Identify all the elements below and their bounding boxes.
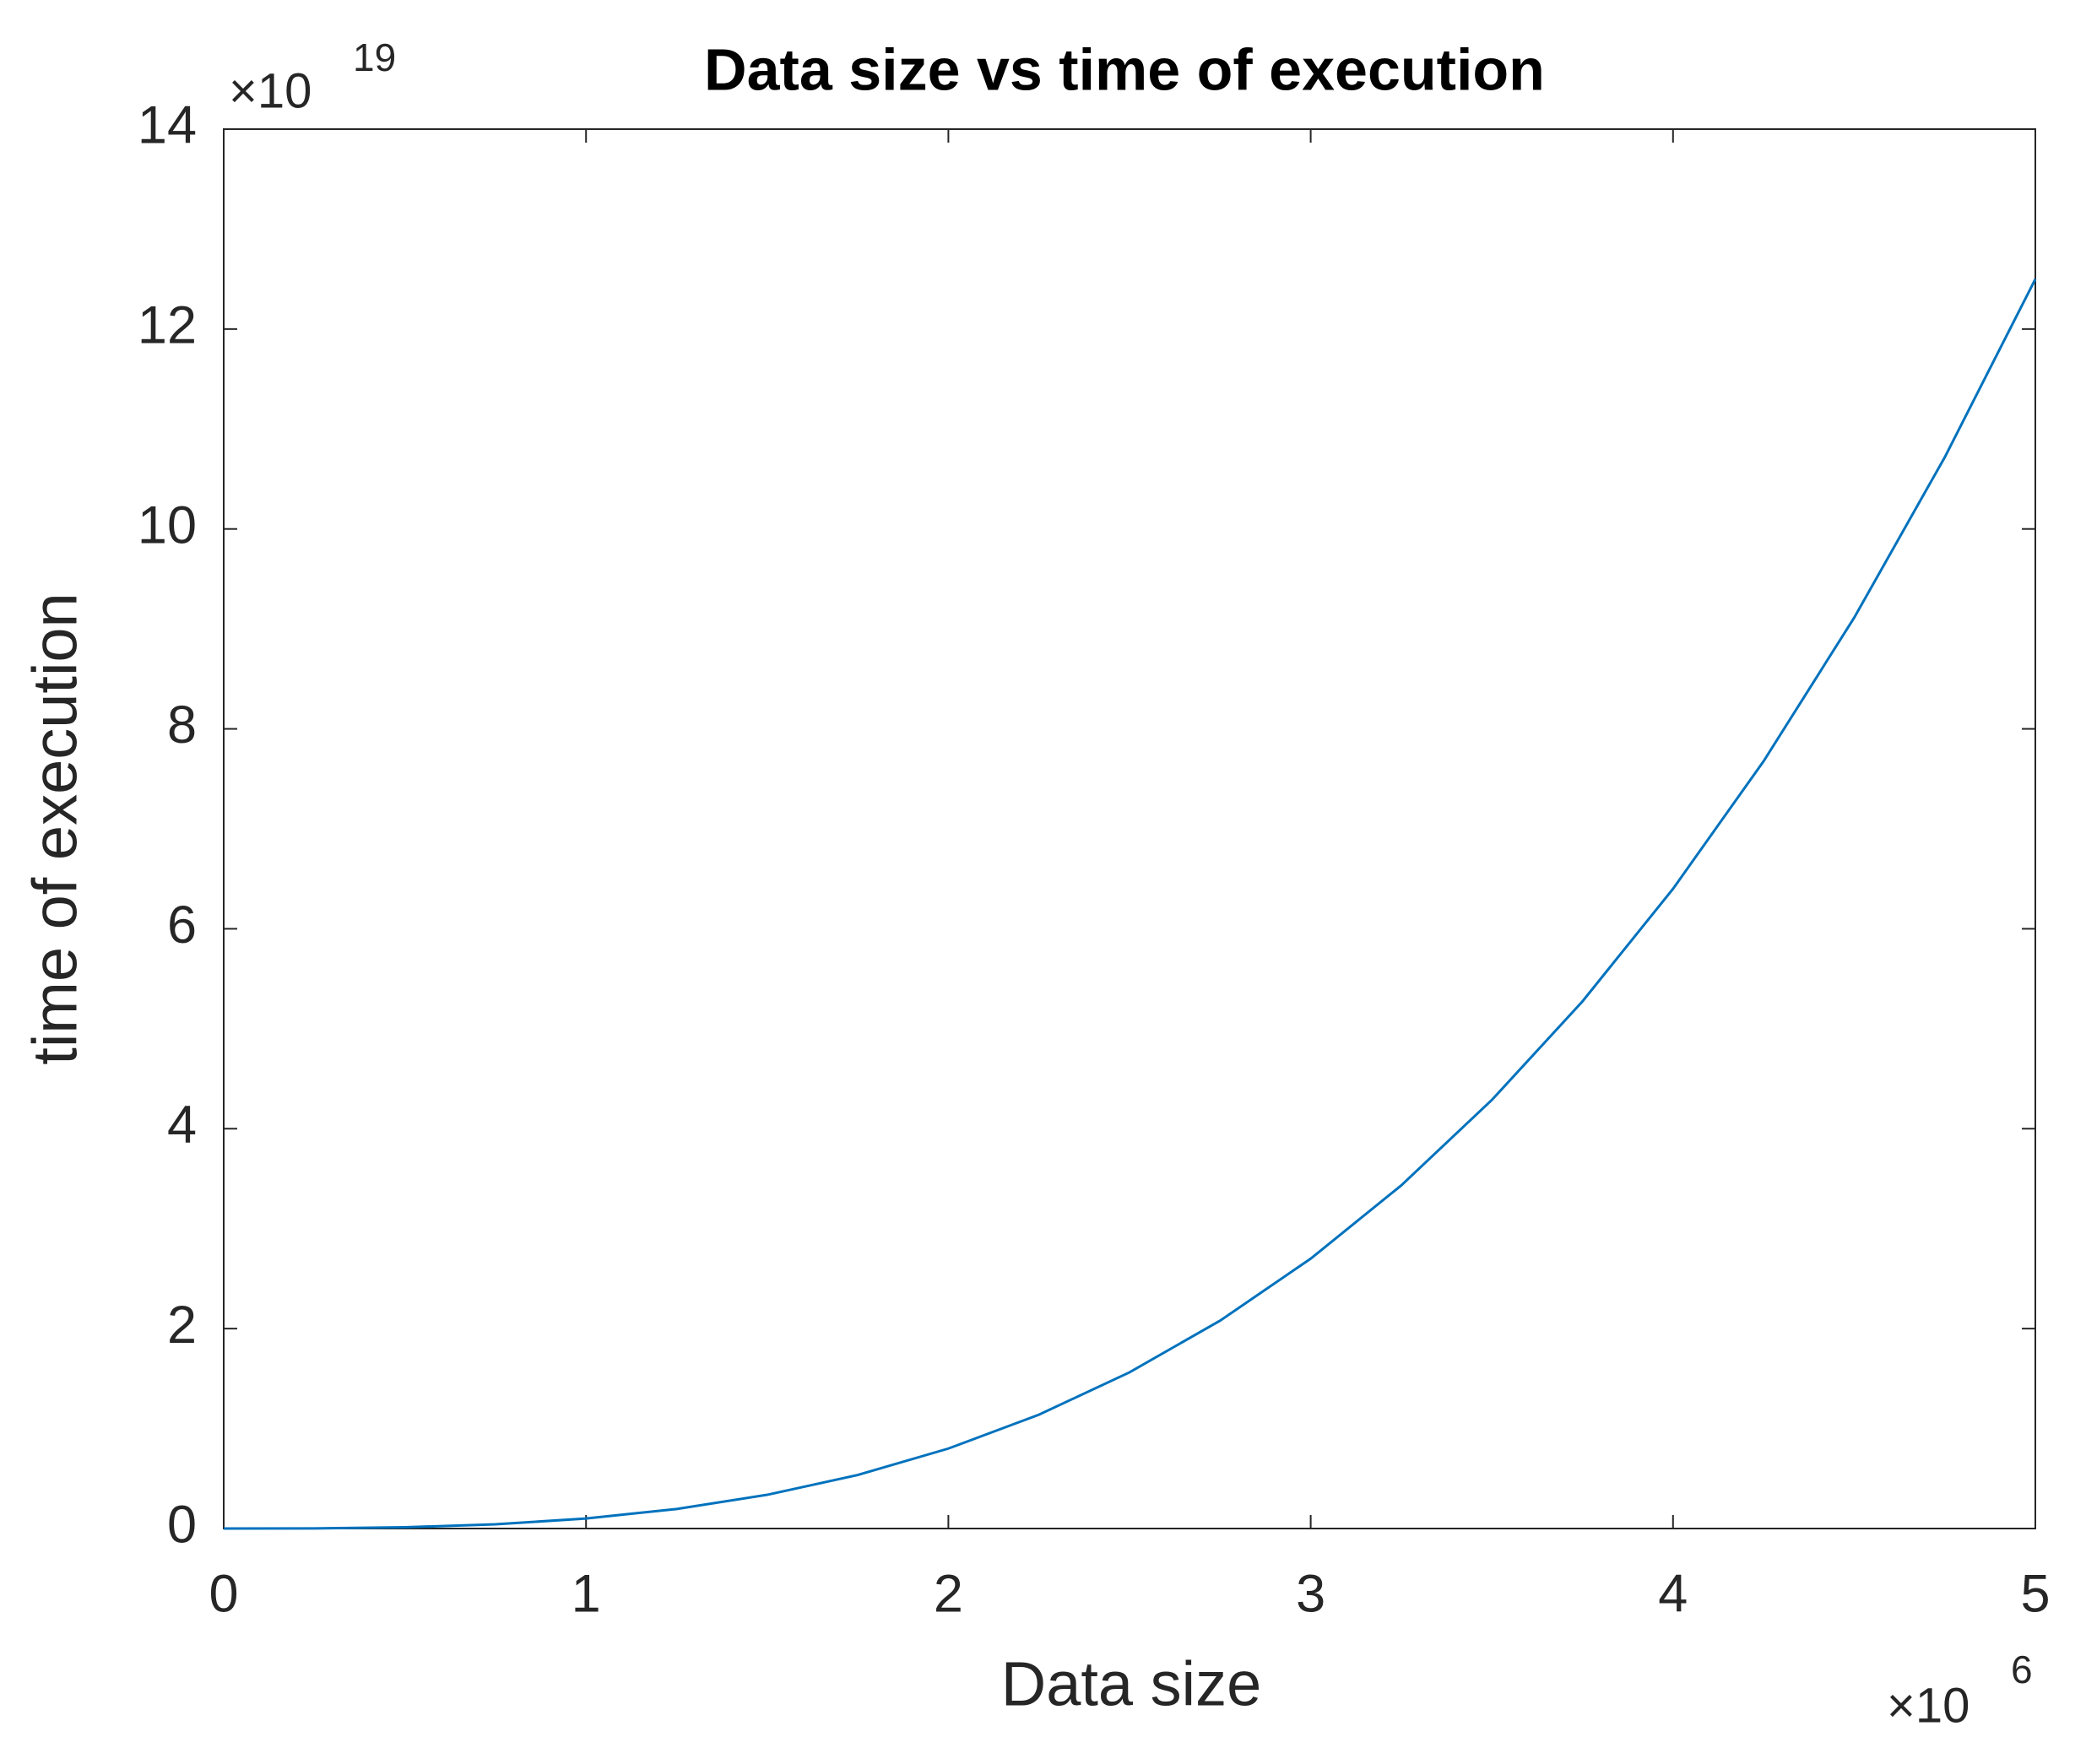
y-tick-label: 8	[167, 695, 197, 755]
y-tick-label: 0	[167, 1496, 197, 1555]
x-multiplier-exponent: 6	[2011, 1648, 2033, 1691]
y-multiplier-base: ×10	[229, 63, 312, 118]
x-tick-label: 0	[209, 1565, 238, 1624]
x-multiplier-base: ×10	[1887, 1678, 1970, 1733]
y-axis-label: time of execution	[20, 593, 90, 1064]
x-tick-label: 4	[1658, 1565, 1688, 1624]
chart-title: Data size vs time of execution	[704, 36, 1545, 102]
x-axis-label: Data size	[1001, 1649, 1261, 1719]
plot-frame	[223, 128, 2036, 1529]
y-tick-label: 14	[138, 96, 197, 155]
y-tick-label: 6	[167, 896, 197, 955]
x-tick-label: 3	[1296, 1565, 1325, 1624]
x-tick-label: 5	[2020, 1565, 2050, 1624]
y-tick-label: 10	[138, 495, 197, 555]
y-tick-label: 2	[167, 1296, 197, 1355]
y-tick-label: 4	[167, 1096, 197, 1155]
data-line	[223, 278, 2037, 1530]
y-tick-label: 12	[138, 295, 197, 354]
y-multiplier-exponent: 19	[353, 35, 396, 79]
x-tick-label: 2	[934, 1565, 963, 1624]
x-tick-label: 1	[572, 1565, 601, 1624]
